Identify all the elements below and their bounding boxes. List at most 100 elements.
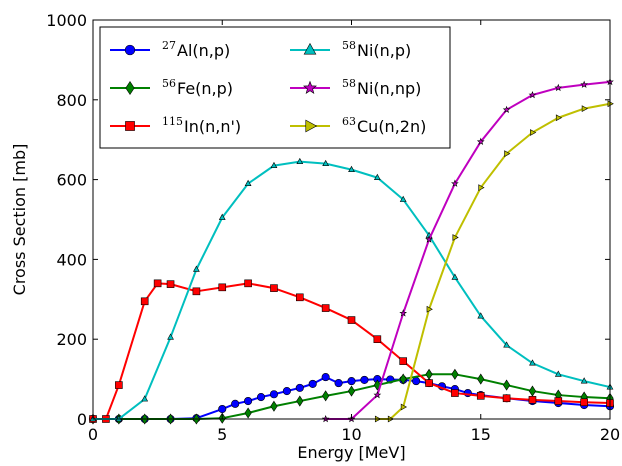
data-point [296,395,304,407]
legend-item: 58 Ni(n,p) [290,39,411,60]
series-2 [89,279,614,423]
legend: 27 Al(n,p)56 Fe(n,p)115 In(n,n')58 Ni(n,p)58… [99,26,451,149]
data-point [321,304,330,312]
data-point [167,333,174,340]
y-axis-label: Cross Section [mb] [10,144,29,296]
data-point [295,383,304,392]
data-point [192,287,201,296]
data-point [554,370,562,377]
legend-item: 56 Fe(n,p) [110,77,233,98]
data-point [451,179,459,187]
legend-marker [303,42,317,55]
data-point [399,309,408,317]
legend-item: 115 In(n,n') [110,115,241,136]
data-point [218,404,227,414]
data-point [529,359,536,366]
data-point [425,368,433,380]
x-tick-label: 0 [88,425,98,444]
data-point [231,399,240,408]
data-point [607,100,614,108]
data-point [451,273,459,280]
legend-label: Al(n,p) [177,41,230,60]
legend-item: 27 Al(n,p) [110,39,230,60]
data-point [348,165,355,173]
y-tick-label: 600 [56,171,87,190]
data-point [153,279,162,288]
data-point [425,379,433,387]
data-point [141,395,149,402]
data-point [373,391,382,399]
data-point [140,297,149,306]
data-point [477,373,485,385]
data-point [334,379,343,388]
data-point [528,385,537,397]
data-point [322,159,330,167]
legend-marker [303,80,317,94]
legend-mass-number: 27 [162,39,176,52]
data-point [270,400,278,412]
data-point [322,390,330,402]
y-tick-label: 1000 [46,11,87,30]
legend-label: Cu(n,2n) [357,117,426,136]
data-point [412,377,421,386]
data-point [321,373,330,382]
series-5 [374,100,614,423]
data-point [581,105,588,112]
legend-marker [305,119,318,133]
data-point [270,284,278,292]
y-tick-label: 200 [56,330,87,349]
data-point [295,293,304,302]
legend-label: In(n,n') [184,117,241,136]
legend-mass-number: 58 [342,77,356,90]
data-point [347,377,356,386]
data-point [580,80,589,88]
data-point [218,213,226,220]
data-point [244,407,252,419]
legend-mass-number: 56 [162,77,176,90]
data-point [115,381,123,389]
data-point [478,184,485,191]
legend-box [99,26,451,149]
data-point [503,341,510,348]
x-axis-label: Energy [MeV] [297,443,405,462]
data-point [528,396,537,404]
legend-mass-number: 58 [342,39,356,52]
data-point [477,312,485,319]
data-point [218,283,227,292]
data-point [425,235,433,243]
data-point [308,379,317,388]
data-point [580,398,588,407]
y-tick-label: 800 [56,91,87,110]
data-point [451,389,459,397]
legend-marker [125,80,135,96]
data-point [528,90,537,99]
data-point [554,83,563,92]
data-point [244,279,252,288]
x-tick-label: 10 [341,425,361,444]
legend-mass-number: 115 [162,115,183,128]
data-point [244,396,253,406]
data-point [451,368,459,380]
data-point [269,390,279,399]
x-tick-label: 20 [600,425,620,444]
data-point [244,179,252,186]
data-point [115,415,123,422]
data-point [452,234,459,241]
legend-marker [124,44,136,56]
data-point [554,397,563,405]
data-point [400,403,408,411]
x-tick-label: 5 [217,425,227,444]
data-point [166,280,175,288]
data-point [399,195,407,202]
x-tick-label: 15 [471,425,491,444]
data-point [580,377,588,384]
data-point [296,157,304,165]
data-point [399,357,408,365]
data-point [476,392,485,400]
data-point [502,379,511,391]
data-point [504,150,511,158]
data-point [256,393,266,402]
legend-mass-number: 63 [342,115,356,128]
